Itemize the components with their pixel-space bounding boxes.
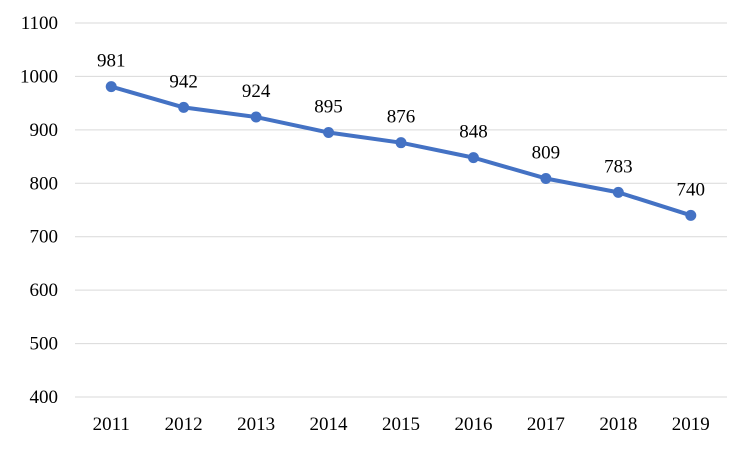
data-label-2016: 848 xyxy=(459,122,488,143)
data-point-2019 xyxy=(685,209,697,221)
gridlines xyxy=(75,22,727,398)
data-point-2012 xyxy=(178,101,190,113)
y-tick-label: 900 xyxy=(30,120,59,141)
data-point-2018 xyxy=(612,186,624,198)
y-tick-label: 500 xyxy=(30,334,59,355)
data-point-2016 xyxy=(467,152,479,164)
x-tick-label: 2014 xyxy=(310,414,349,435)
x-tick-label: 2013 xyxy=(237,414,275,435)
y-axis: 400 500 600 700 800 900 1000 1100 xyxy=(20,13,58,408)
data-point-2013 xyxy=(250,111,262,123)
data-labels: 981 942 924 895 876 848 809 783 740 xyxy=(97,51,705,201)
x-tick-label: 2011 xyxy=(93,414,130,435)
y-tick-label: 1000 xyxy=(20,66,58,87)
data-label-2014: 895 xyxy=(314,97,343,118)
series xyxy=(105,81,697,221)
y-tick-label: 700 xyxy=(30,227,59,248)
data-label-2013: 924 xyxy=(242,81,271,102)
data-label-2017: 809 xyxy=(532,142,561,163)
x-tick-label: 2017 xyxy=(527,414,565,435)
y-tick-label: 800 xyxy=(30,173,59,194)
y-tick-label: 600 xyxy=(30,280,59,301)
x-tick-label: 2018 xyxy=(599,414,637,435)
y-tick-label: 1100 xyxy=(21,13,58,34)
x-tick-label: 2012 xyxy=(165,414,203,435)
x-tick-label: 2016 xyxy=(454,414,492,435)
data-label-2015: 876 xyxy=(387,107,416,128)
data-point-2017 xyxy=(540,172,552,184)
data-point-2014 xyxy=(323,127,335,139)
x-tick-label: 2019 xyxy=(672,414,710,435)
x-tick-label: 2015 xyxy=(382,414,420,435)
data-label-2019: 740 xyxy=(677,179,706,200)
data-label-2011: 981 xyxy=(97,51,126,72)
data-label-2012: 942 xyxy=(169,71,198,92)
data-point-2011 xyxy=(105,81,117,93)
y-tick-label: 400 xyxy=(30,387,59,408)
data-point-2015 xyxy=(395,137,407,149)
x-axis: 2011 2012 2013 2014 2015 2016 2017 2018 2019 xyxy=(93,414,710,435)
data-label-2018: 783 xyxy=(604,156,633,177)
